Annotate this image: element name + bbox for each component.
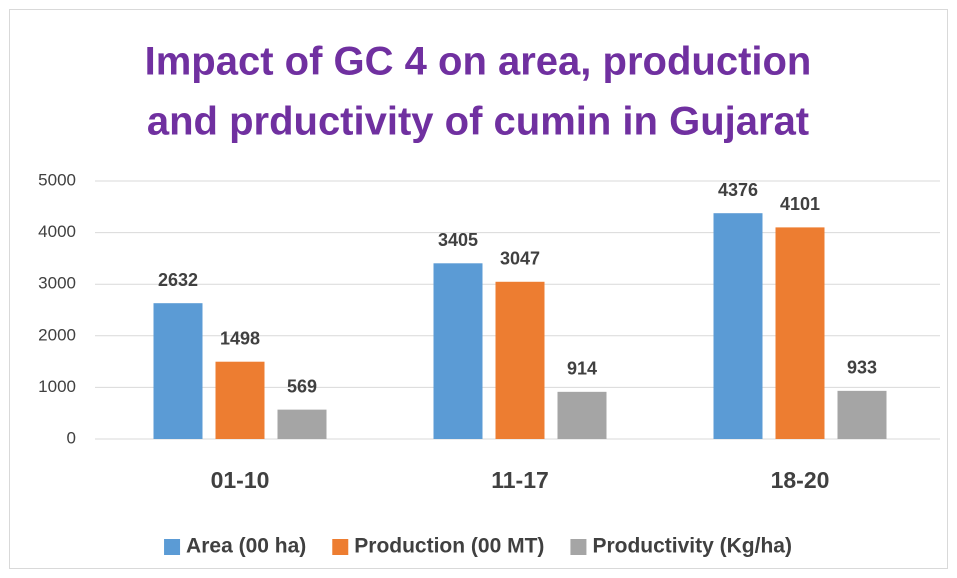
data-label: 4376 — [718, 180, 758, 200]
x-tick-label: 11-17 — [491, 467, 549, 493]
bar — [837, 390, 887, 439]
y-tick-label: 1000 — [38, 377, 76, 396]
data-label: 2632 — [158, 270, 198, 290]
y-tick-label: 5000 — [38, 170, 76, 189]
legend-swatch — [570, 539, 587, 555]
bar — [215, 361, 265, 439]
y-tick-label: 4000 — [38, 222, 76, 241]
data-label: 933 — [847, 358, 877, 378]
data-label: 3405 — [438, 230, 478, 250]
data-label: 1498 — [220, 328, 260, 348]
legend-swatch — [332, 539, 349, 555]
y-tick-label: 2000 — [38, 325, 76, 344]
chart-title: Impact of GC 4 on area, production — [145, 40, 812, 84]
bar — [153, 303, 203, 439]
bar — [433, 263, 483, 439]
data-label: 569 — [287, 376, 317, 396]
legend-label: Area (00 ha) — [186, 535, 306, 558]
data-label: 3047 — [500, 249, 540, 269]
bar — [495, 281, 545, 439]
data-label: 4101 — [780, 194, 820, 214]
bar — [775, 227, 825, 439]
x-tick-label: 01-10 — [211, 467, 270, 493]
legend-label: Production (00 MT) — [354, 535, 544, 558]
bar — [277, 409, 327, 439]
x-tick-label: 18-20 — [771, 467, 830, 493]
data-label: 914 — [567, 359, 597, 379]
y-tick-label: 0 — [67, 428, 76, 447]
bar — [557, 391, 607, 439]
legend-swatch — [164, 539, 181, 555]
chart-title: and prductivity of cumin in Gujarat — [147, 100, 809, 144]
bar — [713, 213, 763, 439]
y-tick-label: 3000 — [38, 274, 76, 293]
legend-label: Productivity (Kg/ha) — [592, 535, 792, 558]
